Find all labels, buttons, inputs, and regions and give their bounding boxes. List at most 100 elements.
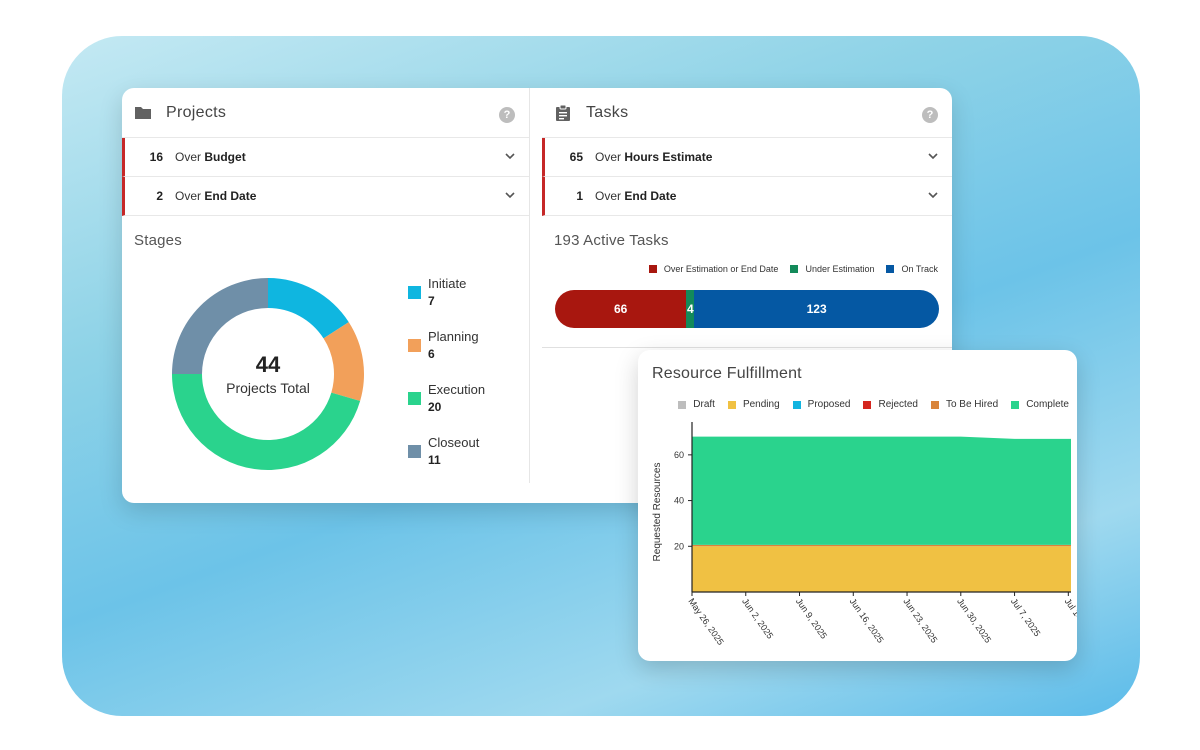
alert-label: Over End Date <box>595 189 677 203</box>
task-bar-segment-1[interactable]: 4 <box>686 290 695 328</box>
legend-item-pending[interactable]: Pending <box>727 399 780 410</box>
x-tick-label: May 26, 2025 <box>686 596 725 646</box>
panel-divider <box>529 88 530 483</box>
resource-fulfillment-chart: 20 40 60 Requested Resources May 26, 2025 Jun… <box>652 422 1077 647</box>
chevron-down-icon[interactable] <box>928 190 938 200</box>
y-tick-label: 40 <box>674 496 684 506</box>
legend-label: Execution <box>428 382 486 397</box>
legend-label: Rejected <box>878 399 918 410</box>
tasks-panel: Tasks ? 65 Over Hours Estimate 1 Over En… <box>542 88 952 348</box>
legend-swatch <box>648 265 657 273</box>
alert-count: 16 <box>149 150 163 164</box>
x-tick-label: Jun 9, 2025 <box>794 596 829 640</box>
legend-label: Proposed <box>807 399 851 410</box>
alert-over-budget[interactable]: 16 Over Budget <box>122 138 529 177</box>
donut-slice-planning[interactable] <box>323 322 364 402</box>
chevron-down-icon[interactable] <box>505 151 515 161</box>
y-tick-label: 20 <box>674 541 684 551</box>
x-tick-label: Jun 23, 2025 <box>901 596 939 644</box>
folder-icon <box>135 106 151 119</box>
legend-item-rejected[interactable]: Rejected <box>863 399 918 410</box>
resource-legend: Draft Pending Proposed Rejected To Be Hi… <box>665 399 1069 410</box>
tasks-panel-bottom-border <box>542 347 952 348</box>
legend-label: Pending <box>742 399 780 410</box>
projects-total-label: Projects Total <box>226 380 310 396</box>
help-icon[interactable]: ? <box>499 107 515 123</box>
legend-item-draft[interactable]: Draft <box>678 399 715 410</box>
legend-value: 6 <box>428 347 435 361</box>
legend-swatch <box>408 392 421 405</box>
projects-panel: Projects ? 16 Over Budget 2 Over End Dat… <box>122 88 529 483</box>
x-tick-label: Jul 14, 2025 <box>1063 596 1077 642</box>
legend-item-complete[interactable]: Complete <box>1011 399 1069 410</box>
resource-fulfillment-card: 20 40 60 Requested Resources May 26, 2025 Jun… <box>638 350 1077 661</box>
legend-swatch <box>408 445 421 458</box>
donut-slice-execution[interactable] <box>172 374 361 470</box>
y-tick-label: 60 <box>674 450 684 460</box>
tasks-legend: Over Estimation or End Date Under Estima… <box>637 264 938 274</box>
area-series-to-be-hired[interactable] <box>692 544 1071 547</box>
donut-center: 44 Projects Total <box>170 276 366 472</box>
area-series-complete[interactable] <box>692 436 1071 545</box>
legend-label: Under Estimation <box>805 264 875 274</box>
task-bar-segment-0[interactable]: 66 <box>555 290 687 328</box>
x-tick-label: Jul 7, 2025 <box>1009 596 1042 638</box>
y-axis-label: Requested Resources <box>652 463 663 562</box>
legend-swatch <box>790 265 799 273</box>
legend-label: Planning <box>428 329 479 344</box>
help-icon[interactable]: ? <box>922 107 938 123</box>
task-bar-segment-2[interactable]: 123 <box>694 290 939 328</box>
alert-label: Over Hours Estimate <box>595 150 713 164</box>
legend-swatch <box>408 286 421 299</box>
clipboard-icon <box>556 104 570 121</box>
legend-label: Closeout <box>428 435 480 450</box>
donut-slice-initiate[interactable] <box>268 278 349 339</box>
stages-donut-chart: 44 Projects Total <box>170 276 366 472</box>
alert-count: 2 <box>156 189 163 203</box>
legend-label: To Be Hired <box>945 399 999 410</box>
x-tick-label: Jun 30, 2025 <box>955 596 993 644</box>
legend-label: Over Estimation or End Date <box>663 264 779 274</box>
alert-count: 65 <box>569 150 583 164</box>
legend-swatch <box>863 400 872 409</box>
alert-over-hours-estimate[interactable]: 65 Over Hours Estimate <box>542 138 952 177</box>
resource-fulfillment-title: Resource Fulfillment <box>652 365 802 382</box>
legend-swatch <box>886 265 895 273</box>
legend-swatch <box>678 400 687 409</box>
x-tick-label: Jun 2, 2025 <box>740 596 775 640</box>
legend-swatch <box>1011 400 1020 409</box>
projects-title: Projects <box>166 103 227 121</box>
legend-swatch <box>930 400 939 409</box>
area-series-pending[interactable] <box>692 546 1071 592</box>
legend-item-under-estimation[interactable]: Under Estimation <box>790 264 874 274</box>
legend-swatch <box>727 400 736 409</box>
projects-header: Projects ? <box>122 88 529 138</box>
alert-over-end-date[interactable]: 2 Over End Date <box>122 177 529 216</box>
chevron-down-icon[interactable] <box>928 151 938 161</box>
legend-value: 11 <box>428 453 441 467</box>
tasks-header: Tasks ? <box>542 88 952 138</box>
alert-count: 1 <box>576 189 583 203</box>
alert-over-end-date[interactable]: 1 Over End Date <box>542 177 952 216</box>
alert-label: Over Budget <box>175 150 246 164</box>
legend-label: Draft <box>693 399 715 410</box>
legend-label: On Track <box>901 264 938 274</box>
stages-title: Stages <box>134 232 182 249</box>
legend-item-over-estimation[interactable]: Over Estimation or End Date <box>648 264 779 274</box>
legend-item-to-be-hired[interactable]: To Be Hired <box>930 399 999 410</box>
active-tasks-bar: 66 4 123 <box>555 290 939 328</box>
legend-label: Complete <box>1026 399 1069 410</box>
active-tasks-title: 193 Active Tasks <box>554 232 669 249</box>
legend-swatch <box>792 400 801 409</box>
tasks-title: Tasks <box>586 103 629 121</box>
projects-total-count: 44 <box>255 352 281 377</box>
chevron-down-icon[interactable] <box>505 190 515 200</box>
legend-item-proposed[interactable]: Proposed <box>792 399 851 410</box>
legend-item-on-track[interactable]: On Track <box>886 264 938 274</box>
donut-slice-closeout[interactable] <box>172 278 268 374</box>
legend-value: 20 <box>428 400 442 414</box>
alert-label: Over End Date <box>175 189 257 203</box>
legend-label: Initiate <box>428 276 467 291</box>
x-tick-label: Jun 16, 2025 <box>848 596 886 644</box>
legend-swatch <box>408 339 421 352</box>
